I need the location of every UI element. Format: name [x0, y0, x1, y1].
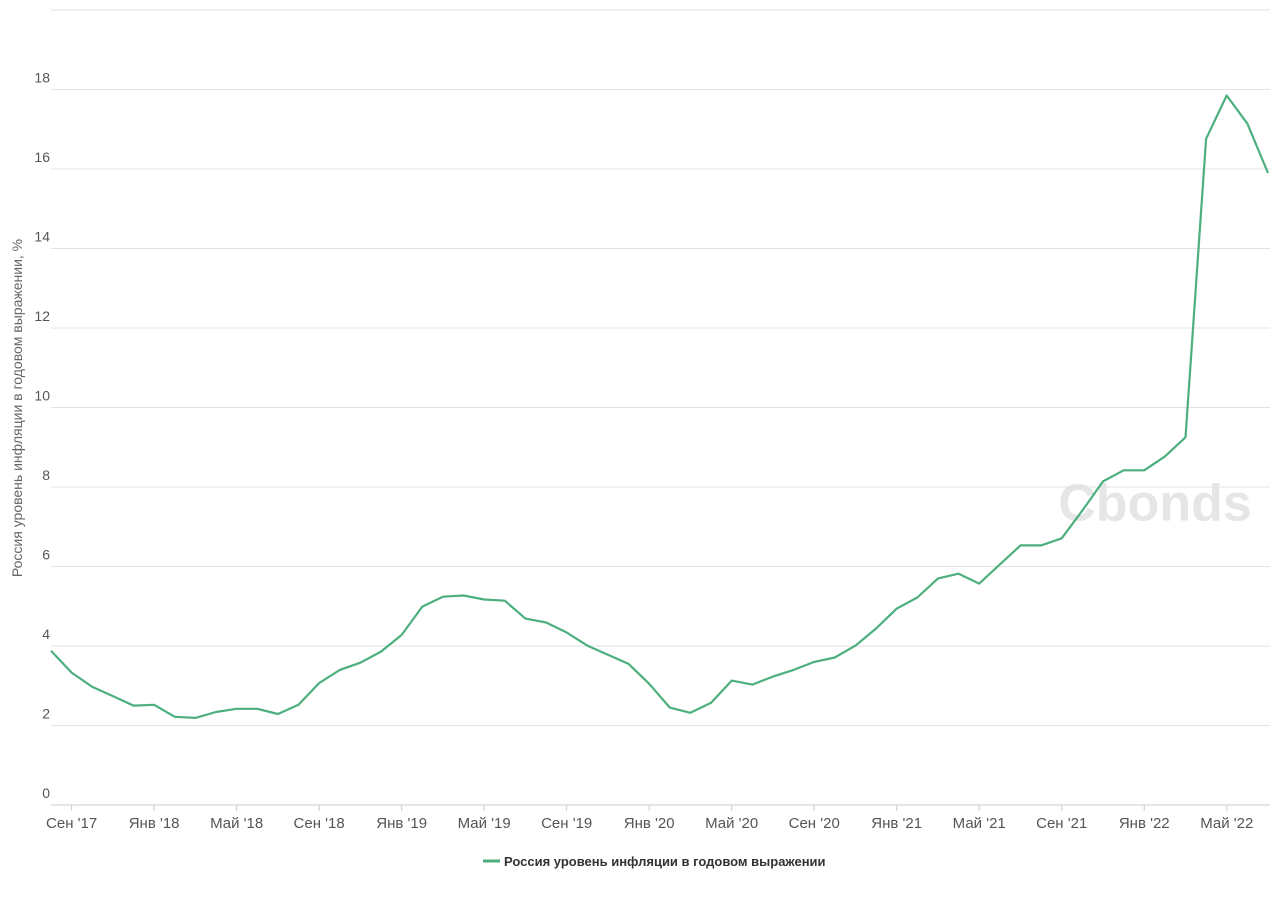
x-tick-label: Сен '19 [541, 815, 592, 832]
line-series [50, 94, 1270, 719]
x-tick-label: Янв '21 [871, 815, 922, 832]
y-tick-label: 6 [42, 547, 50, 563]
y-tick-label: 4 [42, 626, 50, 642]
y-tick-label: 14 [34, 229, 50, 245]
y-tick-label: 8 [42, 467, 50, 483]
x-tick-label: Май '20 [705, 815, 758, 832]
x-tick-label: Янв '19 [376, 815, 427, 832]
y-axis-label: Россия уровень инфляции в годовом выраже… [9, 239, 25, 577]
y-tick-label: 0 [42, 785, 50, 801]
y-tick-label: 16 [34, 149, 50, 165]
y-tick-label: 2 [42, 706, 50, 722]
x-tick-label: Янв '18 [129, 815, 180, 832]
watermark: Cbonds [1058, 475, 1252, 533]
x-tick-label: Май '21 [953, 815, 1006, 832]
x-tick-label: Май '22 [1200, 815, 1253, 832]
x-tick-label: Май '18 [210, 815, 263, 832]
legend-label: Россия уровень инфляции в годовом выраже… [504, 854, 826, 869]
y-tick-label: 10 [34, 388, 50, 404]
y-tick-label: 12 [34, 308, 50, 324]
x-tick-label: Май '19 [458, 815, 511, 832]
x-tick-label: Сен '18 [294, 815, 345, 832]
y-tick-label: 18 [34, 70, 50, 86]
x-tick-label: Янв '20 [624, 815, 675, 832]
x-tick-label: Сен '21 [1036, 815, 1087, 832]
x-tick-label: Янв '22 [1119, 815, 1170, 832]
x-tick-label: Сен '20 [789, 815, 840, 832]
x-tick-label: Сен '17 [46, 815, 97, 832]
